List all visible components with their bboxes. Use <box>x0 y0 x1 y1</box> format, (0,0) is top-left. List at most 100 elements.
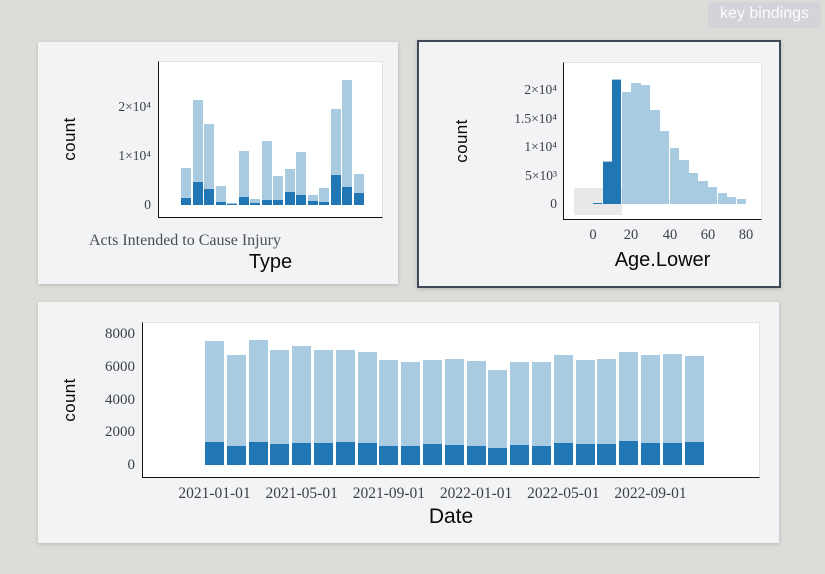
bar-filtered[interactable] <box>270 443 290 465</box>
bar-total[interactable] <box>641 355 660 465</box>
bar-total[interactable] <box>640 84 651 204</box>
bar-filtered[interactable] <box>307 200 318 205</box>
bar-total[interactable] <box>488 370 508 465</box>
bar-filtered[interactable] <box>602 161 612 204</box>
bar-total[interactable] <box>650 109 660 204</box>
bar-filtered[interactable] <box>423 443 442 465</box>
bar-total[interactable] <box>204 124 214 205</box>
bar-total[interactable] <box>353 173 364 205</box>
plot-area-date[interactable]: 8000 6000 4000 2000 0 2021-01-01 2021-05-01 202… <box>105 322 760 502</box>
bar-total[interactable] <box>619 352 639 465</box>
bar-total[interactable] <box>444 359 464 465</box>
bar-total[interactable] <box>314 350 333 465</box>
bar-total[interactable] <box>226 355 246 465</box>
bar-filtered[interactable] <box>488 447 508 465</box>
bar-filtered[interactable] <box>181 198 191 205</box>
bar-total[interactable] <box>688 172 699 204</box>
bar-total[interactable] <box>698 180 708 204</box>
bar-filtered[interactable] <box>357 442 377 465</box>
bar-total[interactable] <box>192 99 203 205</box>
bar-total[interactable] <box>510 361 530 465</box>
bar-total[interactable] <box>707 187 718 204</box>
bar-total[interactable] <box>273 175 283 205</box>
bar-total[interactable] <box>284 169 295 205</box>
bar-filtered[interactable] <box>641 442 660 465</box>
bar-filtered[interactable] <box>204 189 214 205</box>
bar-filtered[interactable] <box>284 192 295 205</box>
bar-filtered[interactable] <box>314 442 333 465</box>
bar-total[interactable] <box>205 340 224 465</box>
bar-total[interactable] <box>296 152 306 205</box>
bar-total[interactable] <box>684 356 704 465</box>
bar-total[interactable] <box>401 361 421 465</box>
bar-total[interactable] <box>736 198 746 204</box>
bar-filtered[interactable] <box>335 442 355 465</box>
bar-total[interactable] <box>270 349 290 465</box>
bar-filtered[interactable] <box>466 446 486 465</box>
bar-total[interactable] <box>250 199 260 205</box>
bar-filtered[interactable] <box>593 202 603 204</box>
bar-total[interactable] <box>662 354 682 465</box>
bar-filtered[interactable] <box>401 446 421 465</box>
bar-filtered[interactable] <box>215 202 226 205</box>
bar-total[interactable] <box>238 151 249 205</box>
bar-total[interactable] <box>621 91 632 204</box>
bar-filtered[interactable] <box>226 446 246 465</box>
bar-filtered[interactable] <box>238 197 249 205</box>
bar-total[interactable] <box>717 192 727 204</box>
bar-total[interactable] <box>342 80 352 205</box>
bar-filtered[interactable] <box>532 446 551 465</box>
bar-total[interactable] <box>292 346 312 465</box>
plot-area-age[interactable]: 2×10⁴ 1.5×10⁴ 1×10⁴ 5×10³ 0 0 20 40 60 80 <box>514 62 762 243</box>
y-axis-title: count <box>60 117 79 161</box>
bar-filtered[interactable] <box>379 446 399 465</box>
bar-total[interactable] <box>660 131 670 204</box>
bar-filtered[interactable] <box>342 186 352 205</box>
bar-total[interactable] <box>215 185 226 205</box>
bar-filtered[interactable] <box>553 442 573 465</box>
bar-filtered[interactable] <box>292 442 312 465</box>
bar-filtered[interactable] <box>444 444 464 465</box>
bar-total[interactable] <box>319 188 329 205</box>
bar-filtered[interactable] <box>205 442 224 465</box>
bar-total[interactable] <box>532 361 551 465</box>
bar-total[interactable] <box>669 147 679 204</box>
bar-filtered[interactable] <box>227 204 237 205</box>
bar-filtered[interactable] <box>296 194 306 205</box>
bar-filtered[interactable] <box>319 202 329 205</box>
bar-filtered[interactable] <box>684 442 704 465</box>
bar-total[interactable] <box>575 360 595 465</box>
bar-total[interactable] <box>597 358 617 465</box>
bar-total[interactable] <box>466 361 486 465</box>
bar-total[interactable] <box>248 339 268 465</box>
bar-total[interactable] <box>307 194 318 205</box>
bar-filtered[interactable] <box>619 441 639 465</box>
bar-total[interactable] <box>335 349 355 465</box>
bar-total[interactable] <box>330 109 341 205</box>
y-axis-tick-label: 8000 <box>105 326 135 342</box>
bar-total[interactable] <box>357 352 377 465</box>
bar-filtered[interactable] <box>248 442 268 465</box>
bar-filtered[interactable] <box>192 182 203 205</box>
bar-total[interactable] <box>553 355 573 465</box>
bar-filtered[interactable] <box>261 199 272 205</box>
key-bindings-button[interactable]: key bindings <box>708 2 821 28</box>
bar-total[interactable] <box>679 159 689 204</box>
bar-filtered[interactable] <box>662 442 682 465</box>
y-axis-tick-label: 0 <box>127 457 136 473</box>
bar-total[interactable] <box>181 168 191 205</box>
bar-filtered[interactable] <box>273 199 283 205</box>
bar-filtered[interactable] <box>597 443 617 465</box>
bar-filtered[interactable] <box>575 443 595 465</box>
bar-total[interactable] <box>261 141 272 205</box>
bar-filtered[interactable] <box>330 175 341 205</box>
bar-filtered[interactable] <box>510 445 530 465</box>
bar-filtered[interactable] <box>353 193 364 205</box>
bar-total[interactable] <box>727 196 737 204</box>
plot-area-type[interactable]: 2×10⁴ 1×10⁴ 0 <box>118 61 383 218</box>
bar-total[interactable] <box>631 82 641 204</box>
bar-total[interactable] <box>379 360 399 465</box>
bar-filtered[interactable] <box>612 79 622 204</box>
bar-filtered[interactable] <box>250 203 260 205</box>
bar-total[interactable] <box>423 360 442 465</box>
